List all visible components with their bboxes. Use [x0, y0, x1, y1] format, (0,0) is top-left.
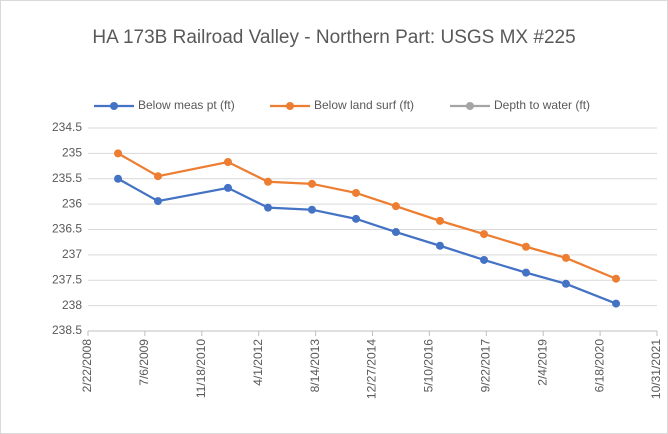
data-point	[522, 268, 531, 277]
data-point	[307, 205, 316, 214]
data-point	[480, 230, 489, 239]
legend-label: Depth to water (ft)	[494, 98, 590, 112]
y-tick-label: 237.5	[52, 272, 82, 286]
data-point	[351, 214, 360, 223]
legend-label: Below land surf (ft)	[314, 98, 414, 112]
x-tick-label: 10/31/2021	[649, 339, 663, 399]
x-tick-label: 2/22/2008	[80, 339, 94, 393]
y-tick-label: 234.5	[52, 120, 82, 134]
data-point	[435, 241, 444, 250]
x-tick-label: 9/22/2017	[478, 339, 492, 393]
x-tick-label: 5/10/2016	[422, 339, 436, 393]
x-tick-label: 11/18/2010	[194, 339, 208, 398]
y-tick-label: 235.5	[52, 171, 82, 185]
x-tick-label: 12/27/2014	[365, 339, 379, 399]
series-line	[117, 152, 617, 280]
data-point	[561, 253, 570, 262]
y-tick-label: 236.5	[52, 222, 82, 236]
data-point	[153, 172, 162, 181]
data-point	[480, 255, 489, 264]
data-point	[223, 158, 232, 167]
data-point	[391, 202, 400, 211]
x-tick-label: 6/18/2020	[592, 339, 606, 393]
y-tick-label: 235	[62, 146, 82, 160]
series-line	[117, 177, 617, 305]
legend-marker	[110, 102, 118, 110]
data-point	[522, 242, 531, 251]
legend-marker	[466, 102, 474, 110]
data-point	[264, 203, 273, 212]
data-point	[114, 149, 123, 158]
data-point	[114, 174, 123, 183]
legend-label: Below meas pt (ft)	[138, 98, 235, 112]
data-point	[351, 188, 360, 197]
data-point	[612, 299, 621, 308]
data-point	[391, 228, 400, 237]
y-tick-label: 238	[62, 298, 82, 312]
x-tick-label: 7/6/2009	[137, 339, 151, 386]
y-tick-label: 238.5	[52, 323, 82, 337]
data-point	[307, 179, 316, 188]
y-tick-label: 237	[62, 247, 82, 261]
data-point	[435, 216, 444, 225]
x-tick-label: 2/4/2019	[535, 339, 549, 386]
data-point	[153, 197, 162, 206]
x-tick-label: 4/1/2012	[251, 339, 265, 386]
data-point	[264, 177, 273, 186]
data-point	[223, 183, 232, 192]
x-tick-label: 8/14/2013	[308, 339, 322, 393]
legend-marker	[286, 102, 294, 110]
chart-title: HA 173B Railroad Valley - Northern Part:…	[92, 27, 576, 48]
data-point	[612, 274, 621, 283]
data-point	[561, 279, 570, 288]
y-tick-label: 236	[62, 196, 82, 210]
